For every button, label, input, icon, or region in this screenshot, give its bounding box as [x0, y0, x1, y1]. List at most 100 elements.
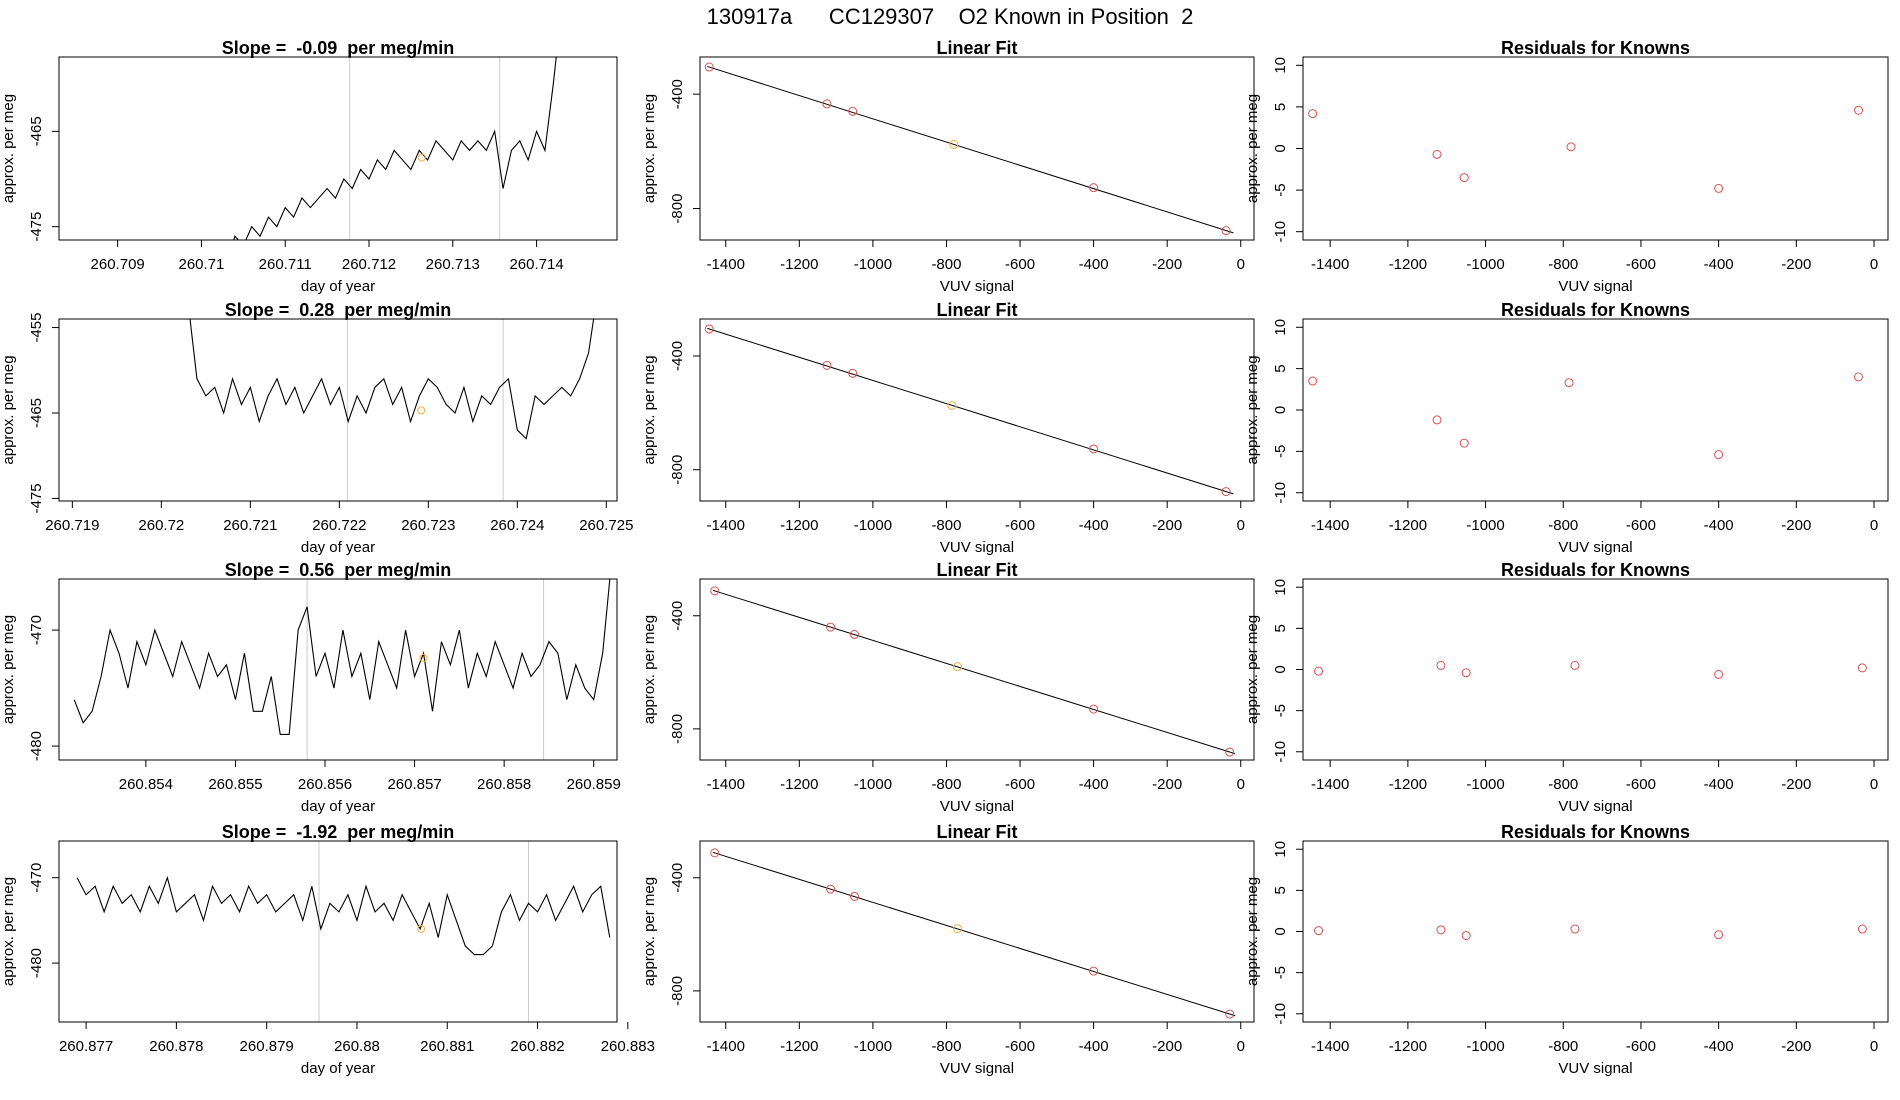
point [1714, 450, 1724, 460]
point [953, 662, 963, 672]
y-axis-label: approx. per meg [0, 355, 17, 464]
x-tick-label: -400 [1079, 517, 1109, 534]
plot-area [233, 57, 557, 240]
point [850, 629, 860, 639]
point [710, 586, 720, 596]
point [1714, 930, 1724, 940]
panel-title: Slope = -1.92 per meg/min [222, 822, 455, 842]
x-tick-label: -600 [1626, 256, 1656, 273]
x-tick-label: -1400 [1311, 256, 1349, 273]
x-axis-label: day of year [301, 539, 375, 556]
point [1221, 487, 1231, 497]
plot-frame [699, 840, 1255, 1023]
x-tick-label: -1200 [780, 256, 818, 273]
y-axis-label: approx. per meg [0, 877, 17, 986]
x-tick-label: 0 [1870, 1038, 1878, 1055]
y-tick-label: 0 [1272, 927, 1289, 935]
x-tick-label: -800 [931, 517, 961, 534]
x-tick-label: -1000 [854, 1038, 892, 1055]
x-tick-label: -400 [1704, 256, 1734, 273]
x-tick-label: -200 [1781, 517, 1811, 534]
point [1314, 666, 1324, 676]
plot-frame [1302, 318, 1889, 502]
y-tick-label: -400 [669, 863, 686, 893]
point [826, 884, 836, 894]
x-tick-label: -1000 [1466, 776, 1504, 793]
point [1857, 663, 1867, 673]
x-tick-label: 0 [1237, 776, 1245, 793]
point [1432, 149, 1442, 159]
y-tick-label: 5 [1272, 103, 1289, 111]
point [1436, 660, 1446, 670]
point [848, 368, 858, 378]
x-tick-label: -800 [1548, 776, 1578, 793]
panel: Residuals for Knowns VUV signal approx. pe… [1244, 822, 1889, 1077]
point [949, 139, 959, 149]
y-tick-label: 5 [1272, 364, 1289, 372]
x-axis-label: VUV signal [1558, 798, 1632, 815]
x-tick-label: 260.883 [601, 1038, 655, 1055]
panel: Slope = -0.09 per meg/min day of year appr… [0, 38, 618, 295]
x-tick-label: -800 [1548, 1038, 1578, 1055]
plot-frame [699, 318, 1255, 502]
x-tick-label: -400 [1079, 256, 1109, 273]
x-tick-label: -800 [931, 776, 961, 793]
plot-area [76, 841, 611, 1022]
y-axis-label: approx. per meg [0, 615, 17, 724]
x-tick-label: 260.723 [401, 517, 455, 534]
x-tick-label: 260.72 [138, 517, 184, 534]
point [826, 622, 836, 632]
point [704, 62, 714, 72]
y-tick-label: -465 [28, 398, 45, 428]
point [1089, 966, 1099, 976]
x-tick-label: 260.882 [510, 1038, 564, 1055]
x-tick-label: -800 [1548, 256, 1578, 273]
panel-title: Residuals for Knowns [1501, 560, 1690, 580]
x-tick-label: -1200 [780, 517, 818, 534]
known-point [417, 406, 426, 415]
fit-line [712, 589, 1236, 755]
panel: Linear Fit VUV signal approx. per meg -1400… [641, 38, 1255, 295]
x-tick-label: -800 [931, 256, 961, 273]
panel-title: Residuals for Knowns [1501, 822, 1690, 842]
y-tick-label: -465 [28, 116, 45, 146]
x-tick-label: -200 [1781, 1038, 1811, 1055]
fit-line [707, 65, 1234, 234]
point [850, 891, 860, 901]
x-tick-label: 0 [1870, 776, 1878, 793]
point [1461, 931, 1471, 941]
plot-frame [699, 56, 1255, 241]
x-tick-label: -600 [1005, 1038, 1035, 1055]
plot-frame [58, 840, 618, 1023]
x-tick-label: -200 [1152, 256, 1182, 273]
point [1570, 924, 1580, 934]
x-axis-label: VUV signal [1558, 539, 1632, 556]
x-tick-label: 260.721 [223, 517, 277, 534]
x-tick-label: -1400 [1311, 1038, 1349, 1055]
x-tick-label: 0 [1237, 1038, 1245, 1055]
point [704, 324, 714, 334]
x-tick-label: -600 [1005, 776, 1035, 793]
plot-area [704, 62, 1234, 236]
x-tick-label: -1000 [1466, 517, 1504, 534]
plot-frame [58, 56, 618, 241]
y-tick-label: -800 [669, 714, 686, 744]
y-tick-label: -400 [669, 601, 686, 631]
x-tick-label: -400 [1704, 776, 1734, 793]
y-tick-label: 0 [1272, 406, 1289, 414]
x-axis-label: VUV signal [940, 278, 1014, 295]
panel-title: Linear Fit [936, 560, 1017, 580]
x-tick-label: -600 [1005, 256, 1035, 273]
y-tick-label: -470 [28, 615, 45, 645]
x-tick-label: -1400 [707, 517, 745, 534]
y-tick-label: -400 [669, 341, 686, 371]
y-tick-label: 5 [1272, 886, 1289, 894]
y-tick-label: -5 [1272, 183, 1289, 196]
panel: Slope = -1.92 per meg/min day of year appr… [0, 822, 655, 1077]
panel-title: Slope = -0.09 per meg/min [222, 38, 455, 58]
y-tick-label: -475 [28, 212, 45, 242]
point [1221, 226, 1231, 236]
point [1459, 438, 1469, 448]
x-tick-label: -600 [1626, 776, 1656, 793]
point [1225, 1009, 1235, 1019]
